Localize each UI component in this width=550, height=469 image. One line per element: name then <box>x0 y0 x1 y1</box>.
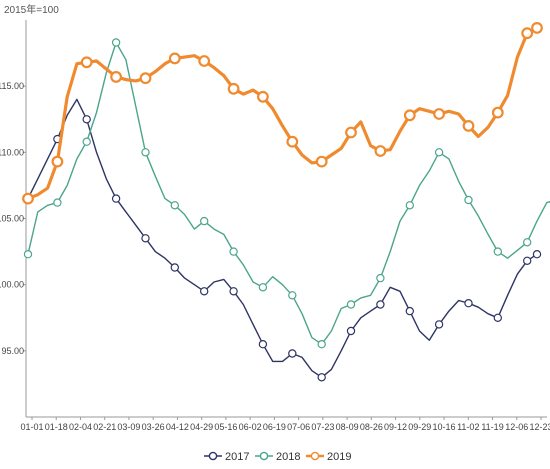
x-tick-label: 06-19 <box>263 422 286 432</box>
data-point-2019 <box>227 82 240 95</box>
data-point-2018 <box>53 198 62 207</box>
data-point-2018 <box>111 38 121 47</box>
y-tick-label: 110.00 <box>0 147 24 157</box>
legend-marker-2019 <box>310 451 320 461</box>
data-point-2017 <box>434 320 444 329</box>
data-point-2017 <box>523 256 532 265</box>
y-tick-label: 100.00 <box>0 280 24 290</box>
data-point-2017 <box>493 313 502 322</box>
y-tick-label: 105.00 <box>0 214 24 224</box>
data-point-2018 <box>288 291 297 300</box>
legend-label-2019: 2019 <box>327 451 351 463</box>
x-tick-label: 10-16 <box>433 422 456 432</box>
y-unit-label: 2015年=100 <box>4 3 59 16</box>
data-point-2019 <box>110 70 122 83</box>
legend-label-2018: 2018 <box>276 451 300 463</box>
data-point-2017 <box>532 249 542 259</box>
data-point-2019 <box>51 155 64 168</box>
data-point-2018 <box>405 201 414 210</box>
x-tick-label: 02-04 <box>69 422 92 432</box>
data-point-2019 <box>433 108 446 120</box>
data-point-2019 <box>22 192 34 205</box>
data-point-2017 <box>464 299 473 308</box>
y-tick-label: 95.00 <box>1 346 24 356</box>
data-point-2019 <box>198 55 211 67</box>
x-tick-label: 01-18 <box>45 422 68 432</box>
data-point-2018 <box>199 216 209 226</box>
x-tick-label: 06-02 <box>239 422 262 432</box>
x-tick-label: 09-29 <box>408 422 431 432</box>
data-point-2017 <box>405 306 414 316</box>
data-point-2018 <box>82 137 91 146</box>
data-point-2017 <box>288 349 297 358</box>
x-tick-label: 04-29 <box>190 422 213 432</box>
x-tick-label: 03-09 <box>117 422 140 432</box>
legend: 2017 2018 2019 <box>204 451 351 463</box>
data-point-2017 <box>141 234 150 243</box>
data-point-2019 <box>462 119 475 132</box>
data-point-2019 <box>521 27 534 40</box>
x-tick-label: 02-21 <box>93 422 116 432</box>
data-point-2017 <box>111 194 121 203</box>
legend-label-2017: 2017 <box>225 451 249 463</box>
y-tick-label: 115.00 <box>0 81 24 91</box>
x-tick-label: 11-02 <box>457 422 479 432</box>
data-point-2019 <box>374 145 387 157</box>
data-point-2017 <box>258 340 268 349</box>
legend-marker-2017 <box>208 451 218 461</box>
x-tick-label: 08-26 <box>360 422 383 432</box>
data-point-2018 <box>434 148 444 157</box>
x-tick-label: 04-12 <box>166 422 189 432</box>
x-tick-label: 12-06 <box>505 422 528 432</box>
data-point-2019 <box>491 106 504 119</box>
x-tick-label: 05-16 <box>214 422 237 432</box>
x-tick-label: 07-23 <box>311 422 334 432</box>
data-point-2019 <box>80 56 93 69</box>
data-point-2018 <box>464 195 473 205</box>
series-line-2018 <box>27 41 550 345</box>
series-line-2017 <box>27 98 538 378</box>
data-point-2017 <box>376 300 385 309</box>
data-point-2018 <box>523 238 532 247</box>
data-point-2017 <box>82 115 91 124</box>
data-point-2018 <box>23 249 33 259</box>
x-tick-label: 01-01 <box>20 422 43 432</box>
x-tick-label: 03-26 <box>142 422 165 432</box>
x-tick-label: 12-23 <box>529 422 550 432</box>
data-point-2019 <box>139 72 152 85</box>
data-point-2019 <box>345 126 357 139</box>
data-point-2018 <box>170 201 179 210</box>
data-point-2018 <box>493 247 502 256</box>
data-point-2018 <box>317 340 326 349</box>
data-point-2018 <box>229 247 238 256</box>
data-point-2019 <box>168 52 181 65</box>
data-point-2019 <box>257 90 269 103</box>
data-point-2019 <box>315 155 328 168</box>
data-point-2019 <box>403 109 416 122</box>
legend-marker-2018 <box>259 451 269 461</box>
data-point-2019 <box>286 135 299 148</box>
data-point-2018 <box>346 300 356 309</box>
data-point-2017 <box>229 287 238 296</box>
series-layer <box>22 21 550 382</box>
x-tick-label: 11-19 <box>481 422 503 432</box>
axes: 95.00100.00105.00110.00115.0001-0101-180… <box>0 20 550 432</box>
data-point-2017 <box>170 263 179 272</box>
data-point-2018 <box>258 283 268 292</box>
data-point-2017 <box>199 287 209 296</box>
data-point-2018 <box>376 273 385 283</box>
x-tick-label: 07-06 <box>287 422 310 432</box>
x-tick-label: 08-09 <box>336 422 359 432</box>
data-point-2018 <box>141 148 150 157</box>
x-tick-label: 09-12 <box>384 422 407 432</box>
data-point-2019 <box>531 21 543 34</box>
data-point-2017 <box>346 326 356 336</box>
data-point-2017 <box>317 373 326 382</box>
